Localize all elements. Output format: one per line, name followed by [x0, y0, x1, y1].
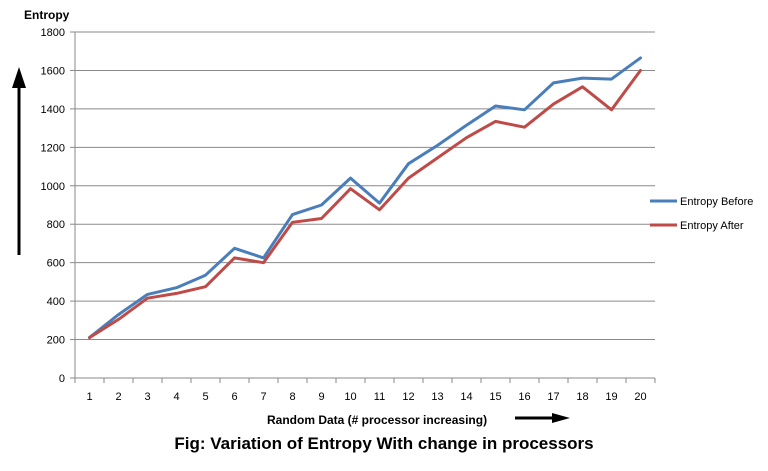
x-tick-label: 5: [202, 391, 208, 403]
x-tick-label: 8: [289, 391, 295, 403]
x-tick-label: 9: [318, 391, 324, 403]
x-tick-label: 11: [374, 391, 385, 403]
x-tick-label: 4: [173, 391, 179, 403]
x-tick-label: 19: [605, 391, 617, 403]
gridlines: [75, 31, 655, 341]
y-tick-label: 0: [59, 373, 65, 385]
y-tick-labels: 0 200 400 600 800 1000 1200 1400 1600 1800: [41, 27, 65, 385]
y-tick-label: 1000: [41, 181, 65, 193]
x-tick-label: 2: [115, 391, 121, 403]
y-tick-label: 1200: [41, 142, 65, 154]
x-tick-label: 20: [634, 391, 646, 403]
y-tick-label: 800: [47, 219, 65, 231]
x-tick-label: 14: [460, 391, 472, 403]
x-tick-label: 1: [86, 391, 92, 403]
figure-caption: Fig: Variation of Entropy With change in…: [174, 434, 594, 453]
up-arrow-icon: [12, 67, 26, 255]
legend-label: Entropy After: [680, 220, 744, 232]
legend: Entropy Before Entropy After: [650, 196, 753, 232]
y-tick-label: 600: [47, 258, 65, 270]
series-line-entropy-before: [88, 56, 642, 340]
axes: [70, 31, 656, 383]
x-axis-title: Random Data (# processor increasing): [267, 413, 487, 427]
legend-label: Entropy Before: [680, 196, 753, 208]
series-lines: [88, 56, 642, 340]
y-tick-label: 1800: [41, 27, 65, 39]
y-tick-label: 1600: [41, 65, 65, 77]
y-axis-title: Entropy: [24, 8, 70, 22]
x-tick-label: 3: [144, 391, 150, 403]
x-tick-label: 12: [402, 391, 414, 403]
x-tick-label: 17: [547, 391, 559, 403]
right-arrow-icon: [515, 413, 570, 423]
x-tick-label: 7: [260, 391, 266, 403]
x-tick-label: 18: [576, 391, 588, 403]
x-tick-labels: 1 2 3 4 5 6 7 8 9 10 11 12 13 14 15 16 17 18 19 20: [86, 391, 646, 403]
x-tick-label: 15: [489, 391, 501, 403]
y-tick-label: 1400: [41, 104, 65, 116]
x-tick-label: 10: [344, 391, 356, 403]
series-line-entropy-after: [88, 68, 642, 340]
x-tick-label: 6: [231, 391, 237, 403]
y-tick-label: 400: [47, 296, 65, 308]
x-tick-label: 13: [431, 391, 443, 403]
x-tick-label: 16: [518, 391, 530, 403]
y-tick-label: 200: [47, 335, 65, 347]
